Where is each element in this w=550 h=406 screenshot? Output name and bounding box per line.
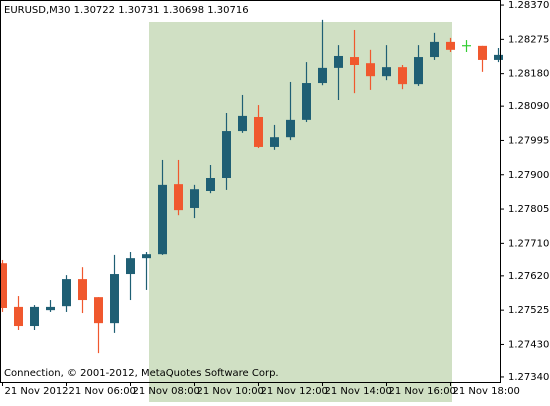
y-tick-label: 1.27805 (508, 204, 549, 215)
y-tick-label: 1.28275 (508, 34, 549, 45)
y-tick-label: 1.27340 (508, 372, 549, 383)
candle-body (190, 189, 199, 208)
candle-body (302, 83, 311, 120)
candle-body (142, 254, 151, 259)
candle-body (318, 67, 327, 84)
highlight-rectangle (149, 22, 452, 402)
candle-body (382, 67, 391, 77)
candle-body (94, 297, 103, 324)
x-tick-label: 21 Nov 18:00 (453, 386, 520, 397)
x-tick-label: 21 Nov 08:00 (133, 386, 200, 397)
candle-body (270, 137, 279, 147)
x-tick-label: 21 Nov 12:00 (261, 386, 328, 397)
y-tick-label: 1.28180 (508, 69, 549, 80)
candle-body (446, 41, 455, 50)
plot-border (0, 0, 501, 383)
candle-body (158, 184, 167, 255)
candle-body (78, 279, 87, 301)
candles (0, 19, 503, 354)
candle-body (334, 55, 343, 68)
y-tick-label: 1.27900 (508, 170, 549, 181)
x-tick-label: 21 Nov 2012 (5, 386, 69, 397)
candle-body (494, 54, 503, 60)
candle-body (30, 306, 39, 327)
candle-body (238, 115, 247, 132)
y-tick-label: 1.27525 (508, 305, 549, 316)
x-tick-label: 21 Nov 14:00 (325, 386, 392, 397)
y-tick-label: 1.27430 (508, 339, 549, 350)
candle-body (398, 67, 407, 85)
y-tick-label: 1.27620 (508, 271, 549, 282)
candle-body (478, 45, 487, 60)
chart-header: EURUSD,M30 1.30722 1.30731 1.30698 1.307… (4, 5, 249, 16)
candle-body (254, 116, 263, 147)
candle-body (206, 178, 215, 191)
candle-body (414, 57, 423, 85)
candle-body (222, 131, 231, 179)
x-tick-label: 21 Nov 10:00 (197, 386, 264, 397)
y-tick-label: 1.28370 (508, 0, 549, 11)
x-tick-label: 21 Nov 06:00 (69, 386, 136, 397)
copyright: Connection, © 2001-2012, MetaQuotes Soft… (4, 368, 279, 379)
candle-body (286, 119, 295, 138)
candle-body (174, 184, 183, 211)
candle-body (110, 274, 119, 324)
candle-body (14, 306, 23, 327)
y-tick-label: 1.27710 (508, 238, 549, 249)
candle-body (350, 57, 359, 65)
candle-body (0, 263, 7, 308)
y-tick-label: 1.28090 (508, 101, 549, 112)
candle-body (126, 258, 135, 275)
x-tick-label: 21 Nov 16:00 (389, 386, 456, 397)
candle-body (62, 279, 71, 307)
candle-body (46, 306, 55, 311)
y-tick-label: 1.27995 (508, 135, 549, 146)
candle-body (462, 45, 471, 47)
candle-body (430, 41, 439, 58)
candle-body (366, 63, 375, 77)
